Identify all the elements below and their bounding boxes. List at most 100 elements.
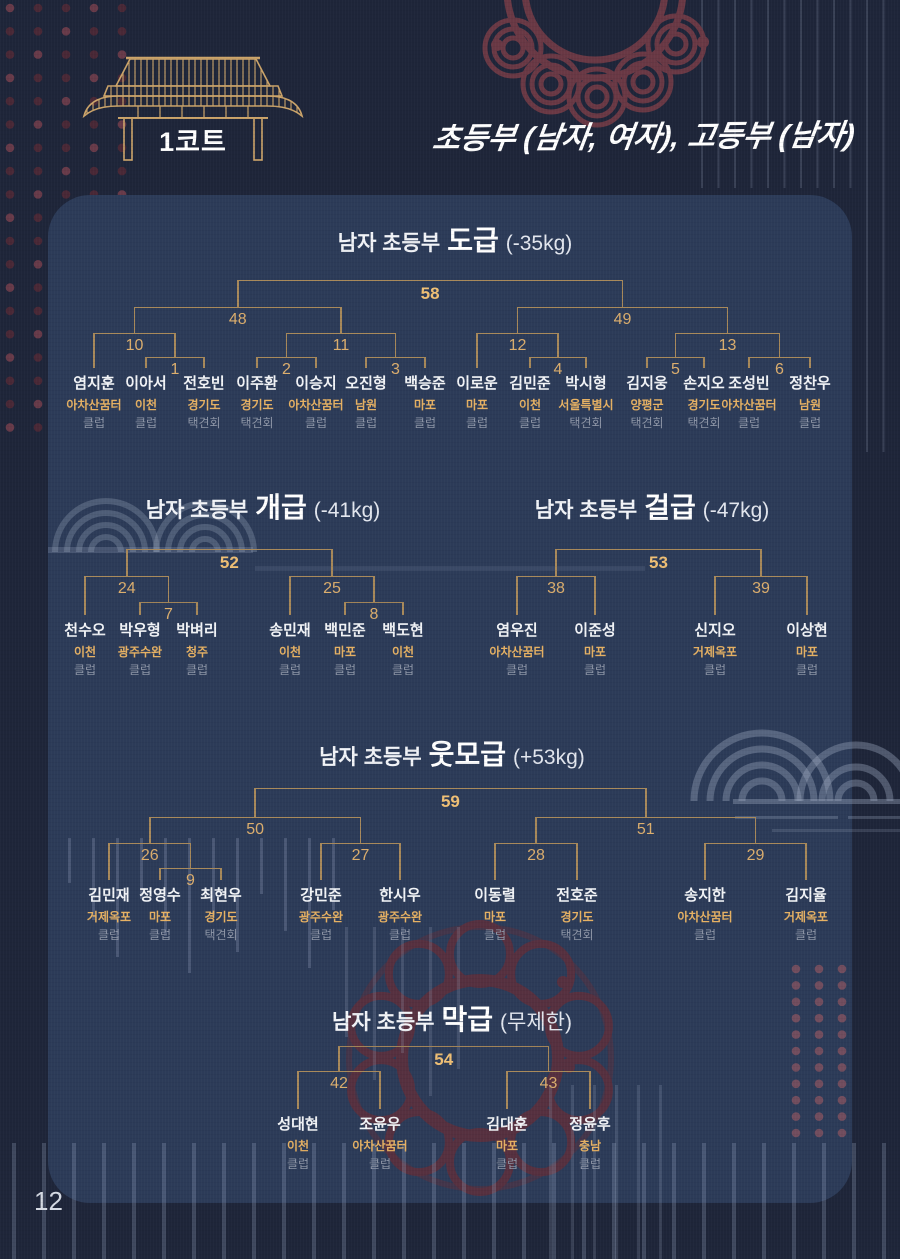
- player-org: 클럽: [185, 663, 209, 677]
- title-prefix: 남자 초등부: [332, 1011, 435, 1034]
- player-region: 아차산꿈터: [288, 398, 344, 412]
- player: 김지웅 양평군 택견회: [626, 372, 667, 431]
- match-number: 26: [140, 847, 159, 864]
- bracket-title: 남자 초등부 도급 (-35kg): [338, 219, 573, 259]
- player-name: 신지오: [694, 622, 736, 639]
- player-org: 클럽: [388, 928, 412, 942]
- player-name: 송민재: [269, 622, 311, 639]
- bracket-line: [126, 549, 332, 550]
- bracket-line: [145, 357, 147, 368]
- player-region: 아차산꿈터: [677, 910, 733, 924]
- title-grade: 웃모급: [428, 739, 506, 770]
- bracket-line: [674, 333, 677, 357]
- player-org: 클럽: [368, 1157, 392, 1171]
- player-name: 김대훈: [486, 1116, 528, 1133]
- player-name: 백승준: [404, 375, 446, 392]
- match-number: 4: [553, 361, 563, 378]
- bracket-line: [365, 357, 367, 368]
- player-region: 마포: [483, 910, 507, 924]
- match-number: 58: [420, 284, 440, 303]
- bracket-line: [715, 576, 807, 577]
- bracket-line: [126, 549, 128, 576]
- bracket-line: [675, 333, 780, 334]
- player-name: 이아서: [125, 375, 167, 392]
- player-org: 클럽: [798, 416, 822, 430]
- player-name: 이준성: [574, 622, 616, 639]
- player-region: 경기도: [560, 910, 594, 924]
- player-org: 클럽: [465, 416, 489, 430]
- player-name: 천수오: [64, 622, 106, 639]
- bracket-line: [645, 788, 647, 817]
- player-region: 광주수완: [298, 910, 344, 924]
- player: 손지오 경기도 택견회: [683, 372, 724, 431]
- player-org: 클럽: [583, 663, 607, 677]
- bracket-line: [85, 576, 169, 577]
- bracket-line: [290, 576, 374, 577]
- bracket-line: [726, 307, 729, 333]
- bracket-line: [576, 843, 578, 880]
- bracket-line: [108, 843, 110, 880]
- player: 송민재 이천 클럽: [269, 619, 310, 678]
- title-prefix: 남자 초등부: [534, 499, 638, 522]
- player-name: 김민준: [509, 375, 551, 392]
- title-weight: (-47kg): [702, 499, 770, 522]
- bracket-line: [196, 602, 198, 615]
- bracket-line: [285, 333, 288, 357]
- player-region: 마포: [465, 398, 489, 412]
- bracket-line: [394, 333, 397, 357]
- bracket-line: [778, 333, 781, 357]
- player: 이동렬 마포 클럽: [474, 884, 515, 943]
- bracket-line: [547, 1046, 550, 1071]
- match-number: 9: [186, 872, 195, 889]
- match-number: 28: [527, 847, 545, 864]
- bracket-line: [149, 817, 361, 818]
- bracket-line: [366, 357, 425, 358]
- player: 조성빈 아차산꿈터 클럽: [721, 372, 776, 431]
- match-number: 7: [164, 606, 173, 623]
- player-org: 클럽: [737, 416, 761, 430]
- player-name: 이주환: [236, 375, 278, 392]
- title-weight: (무제한): [500, 1011, 572, 1034]
- bracket-line: [93, 333, 95, 368]
- player-org: 클럽: [286, 1157, 310, 1171]
- player-name: 박우형: [119, 622, 161, 639]
- player-org: 클럽: [73, 663, 97, 677]
- player-region: 마포: [583, 645, 607, 659]
- bracket-line: [555, 549, 557, 576]
- bracket-line: [749, 357, 810, 358]
- bracket-line: [402, 602, 404, 615]
- bracket-line: [809, 357, 811, 368]
- bracket-line: [594, 576, 596, 615]
- player-region: 이천: [518, 398, 542, 412]
- player: 이아서 이천 클럽: [125, 372, 166, 431]
- bracket-line: [345, 602, 403, 603]
- player: 김민재 거제옥포 클럽: [87, 884, 131, 943]
- match-number: 29: [746, 847, 765, 864]
- player-region: 광주수완: [117, 645, 163, 659]
- title-grade: 도급: [447, 225, 499, 256]
- player: 김대훈 마포 클럽: [486, 1113, 527, 1172]
- match-number: 27: [351, 847, 370, 864]
- player-org: 택견회: [687, 416, 721, 430]
- player-org: 택견회: [204, 928, 238, 942]
- match-number: 42: [330, 1075, 348, 1092]
- bracket-line: [621, 280, 624, 307]
- player-org: 클럽: [333, 663, 357, 677]
- bracket-line: [517, 307, 728, 308]
- player-org: 클럽: [413, 416, 437, 430]
- player-name: 박시형: [565, 375, 607, 392]
- player: 백승준 마포 클럽: [404, 372, 445, 431]
- player: 천수오 이천 클럽: [64, 619, 105, 678]
- bracket-line: [139, 602, 141, 615]
- match-number: 1: [170, 361, 180, 378]
- bracket-line: [315, 357, 317, 368]
- player-region: 서울특별시: [558, 398, 614, 412]
- bracket-line: [140, 602, 197, 603]
- match-number: 51: [636, 821, 655, 838]
- match-number: 10: [125, 337, 144, 354]
- player: 이주환 경기도 택견회: [236, 372, 277, 431]
- bracket-line: [516, 576, 518, 615]
- player: 이로운 마포 클럽: [456, 372, 497, 431]
- player: 정영수 마포 클럽: [139, 884, 180, 943]
- player-region: 남원: [798, 398, 822, 412]
